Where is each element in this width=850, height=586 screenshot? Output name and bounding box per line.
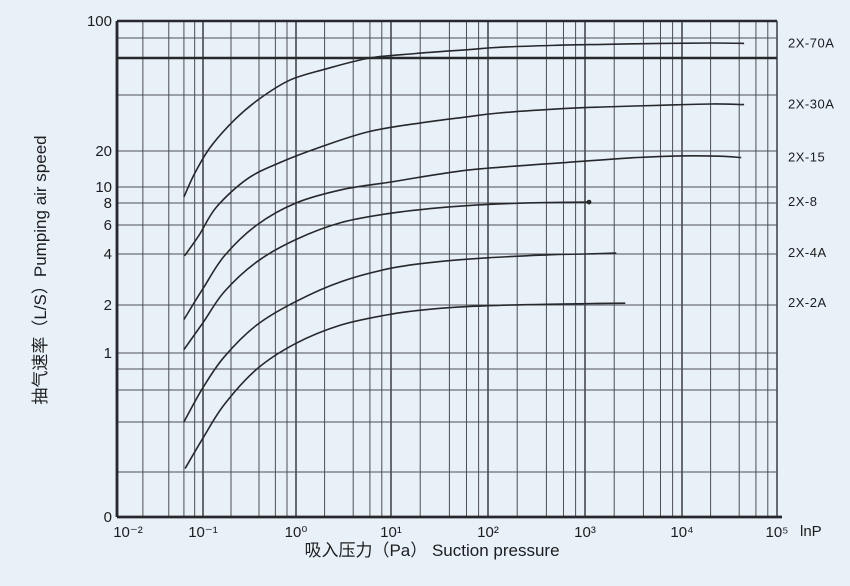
curve-2X-70A — [183, 42, 745, 198]
curve-2X-4A — [183, 252, 617, 423]
x-tick-label: 10² — [477, 524, 499, 541]
curve-label-2X-30A: 2X-30A — [788, 97, 834, 112]
curve-labels: 2X-70A 2X-30A 2X-15 2X-8 2X-4A 2X-2A — [788, 35, 834, 310]
curve-2X-15 — [183, 154, 742, 321]
curve-label-2X-70A: 2X-70A — [788, 35, 834, 50]
y-tick-label: 2 — [104, 297, 112, 314]
x-tick-label: 10⁰ — [285, 524, 308, 541]
y-tick-label: 0 — [104, 509, 112, 526]
y-tick-label: 1 — [104, 345, 112, 362]
curve-label-2X-4A: 2X-4A — [788, 245, 827, 260]
y-tick-label: 10 — [95, 179, 112, 196]
x-tick-label: 10¹ — [380, 524, 402, 541]
curve-2X-2A — [184, 302, 626, 469]
x-tick-label: 10⁻² — [113, 524, 143, 541]
x-tick-label: 10⁴ — [670, 524, 693, 541]
x-axis-title: 吸入压力（Pa） Suction pressure — [304, 541, 559, 560]
curve-label-2X-8: 2X-8 — [788, 194, 817, 209]
y-tick-label: 100 — [87, 13, 112, 30]
curve-label-2X-15: 2X-15 — [788, 150, 825, 165]
x-tick-label: 10⁻¹ — [188, 524, 218, 541]
y-tick-label: 4 — [104, 246, 112, 263]
x-tick-label: 10³ — [574, 524, 596, 541]
pump-curves — [183, 42, 745, 469]
y-tick-label: 6 — [104, 217, 112, 234]
x-tick-label: 10⁵ — [766, 524, 789, 541]
y-axis-title: 抽气速率（L/S）Pumping air speed — [31, 135, 50, 404]
x-axis-end-label: lnP — [800, 523, 822, 540]
y-tick-label: 20 — [95, 143, 112, 160]
y-tick-label: 8 — [104, 195, 112, 212]
curve-2X-30A — [183, 103, 745, 257]
curve-2X-8 — [183, 201, 590, 351]
curve-end-dot-2X-8 — [586, 199, 592, 205]
curve-label-2X-2A: 2X-2A — [788, 295, 827, 310]
grid-lines — [115, 19, 782, 519]
